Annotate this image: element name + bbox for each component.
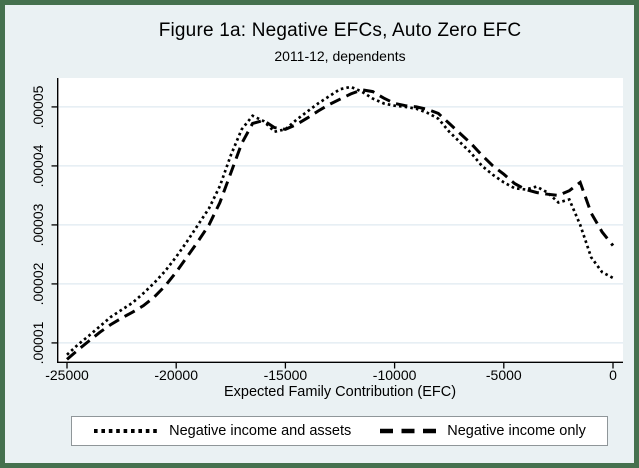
y-tick-label: .00005 xyxy=(30,85,46,129)
y-tick-label: .00001 xyxy=(30,321,46,365)
x-tick-label: 0 xyxy=(609,367,617,383)
y-tick-label: .00003 xyxy=(30,203,46,247)
y-tick-label: .00004 xyxy=(30,144,46,188)
legend-dashed-line-sample xyxy=(380,428,437,434)
legend-dotted-line-sample xyxy=(94,429,159,433)
x-tick-label: -15000 xyxy=(263,367,308,383)
x-tick-label: -5000 xyxy=(485,367,522,383)
x-tick-label: -10000 xyxy=(372,367,417,383)
chart-subtitle: 2011-12, dependents xyxy=(274,48,406,64)
x-tick-label: -20000 xyxy=(154,367,198,383)
plot-area xyxy=(51,78,623,369)
legend-label-negative-income-and-assets: Negative income and assets xyxy=(169,423,352,439)
line-chart xyxy=(51,78,623,369)
legend-label-negative-income-only: Negative income only xyxy=(447,423,586,439)
x-axis-title: Expected Family Contribution (EFC) xyxy=(223,384,457,400)
y-tick-label: .00002 xyxy=(30,262,46,306)
series-dotted-line xyxy=(66,85,614,356)
x-tick-label: -25000 xyxy=(45,367,89,383)
series-dashed-line xyxy=(66,88,615,361)
chart-title: Figure 1a: Negative EFCs, Auto Zero EFC xyxy=(158,20,522,41)
legend-box: Negative income and assets Negative inco… xyxy=(71,416,608,446)
